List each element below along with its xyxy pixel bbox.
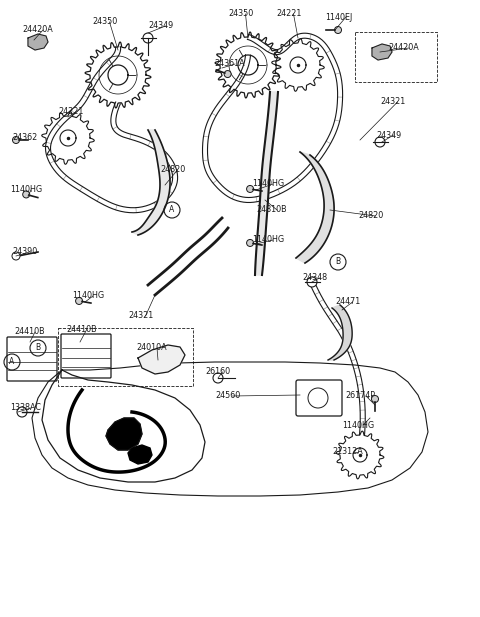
Circle shape xyxy=(143,33,153,43)
Text: 1140HG: 1140HG xyxy=(252,180,284,189)
Text: 24350: 24350 xyxy=(228,9,253,19)
Text: 24410B: 24410B xyxy=(66,325,96,334)
Text: 24362: 24362 xyxy=(12,133,37,143)
Polygon shape xyxy=(106,418,142,450)
Text: 26174P: 26174P xyxy=(345,392,375,400)
Polygon shape xyxy=(296,152,334,263)
Polygon shape xyxy=(372,44,392,60)
Text: B: B xyxy=(336,257,341,267)
Polygon shape xyxy=(255,92,278,275)
Polygon shape xyxy=(138,345,185,374)
Circle shape xyxy=(247,239,253,246)
Text: 26160: 26160 xyxy=(205,368,230,376)
Text: 24810B: 24810B xyxy=(256,205,287,215)
Circle shape xyxy=(23,191,30,198)
Text: 24350: 24350 xyxy=(92,17,117,27)
Text: 24349: 24349 xyxy=(148,22,173,30)
Circle shape xyxy=(307,277,317,287)
Text: A: A xyxy=(169,205,175,215)
Circle shape xyxy=(75,297,83,304)
Text: 24321: 24321 xyxy=(128,312,153,320)
Polygon shape xyxy=(132,130,170,235)
Circle shape xyxy=(12,136,20,144)
Text: 24349: 24349 xyxy=(376,131,401,139)
Text: A: A xyxy=(10,357,14,366)
Circle shape xyxy=(247,186,253,193)
Text: 24361A: 24361A xyxy=(214,59,245,68)
Circle shape xyxy=(372,395,379,402)
Text: 24420A: 24420A xyxy=(22,25,53,35)
Text: 24221: 24221 xyxy=(276,9,301,19)
Text: 24410B: 24410B xyxy=(14,328,45,336)
Text: 24820: 24820 xyxy=(358,212,383,220)
Polygon shape xyxy=(328,305,352,360)
Text: 24820: 24820 xyxy=(160,165,185,175)
Text: 1140HG: 1140HG xyxy=(342,421,374,429)
Text: 24221: 24221 xyxy=(58,107,84,117)
Circle shape xyxy=(375,137,385,147)
Text: 24471: 24471 xyxy=(335,297,360,307)
Text: 24010A: 24010A xyxy=(136,344,167,352)
Text: 24390: 24390 xyxy=(12,247,37,257)
Text: 24560: 24560 xyxy=(215,392,240,400)
Polygon shape xyxy=(128,445,152,464)
Circle shape xyxy=(335,27,341,33)
Text: 1338AC: 1338AC xyxy=(10,404,41,413)
Text: 1140EJ: 1140EJ xyxy=(325,12,352,22)
Text: 1140HG: 1140HG xyxy=(252,236,284,244)
Text: 21312A: 21312A xyxy=(332,447,363,457)
Text: 24420A: 24420A xyxy=(388,44,419,52)
Polygon shape xyxy=(28,34,48,50)
Text: 24348: 24348 xyxy=(302,273,327,283)
Text: 1140HG: 1140HG xyxy=(10,186,42,194)
Text: 24321: 24321 xyxy=(380,97,405,107)
Circle shape xyxy=(224,70,231,78)
Text: 1140HG: 1140HG xyxy=(72,291,104,300)
Circle shape xyxy=(12,252,20,260)
Text: B: B xyxy=(36,344,41,352)
